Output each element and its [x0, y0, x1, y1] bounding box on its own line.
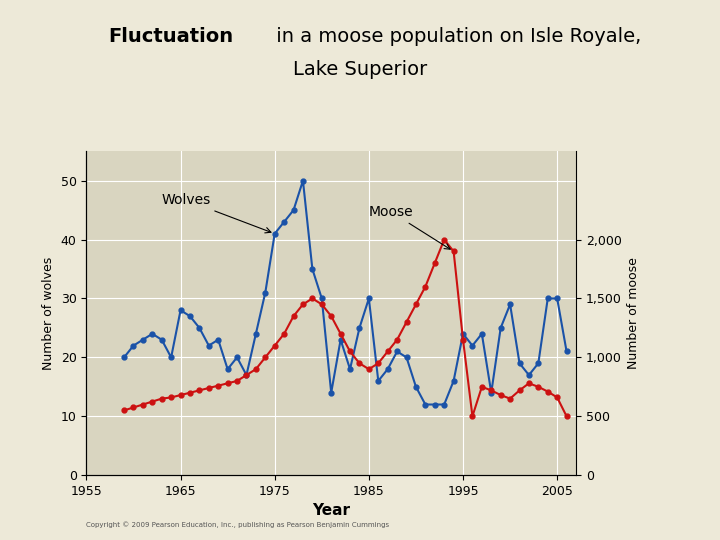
Text: Moose: Moose [369, 205, 450, 249]
Text: in a moose population on Isle Royale,: in a moose population on Isle Royale, [270, 27, 642, 46]
Text: Lake Superior: Lake Superior [293, 60, 427, 79]
Text: Copyright © 2009 Pearson Education, Inc., publishing as Pearson Benjamin Cumming: Copyright © 2009 Pearson Education, Inc.… [86, 521, 390, 528]
Text: Wolves: Wolves [162, 193, 271, 233]
X-axis label: Year: Year [312, 503, 350, 518]
Text: Fluctuation: Fluctuation [108, 27, 233, 46]
Y-axis label: Number of moose: Number of moose [627, 257, 640, 369]
Y-axis label: Number of wolves: Number of wolves [42, 256, 55, 370]
